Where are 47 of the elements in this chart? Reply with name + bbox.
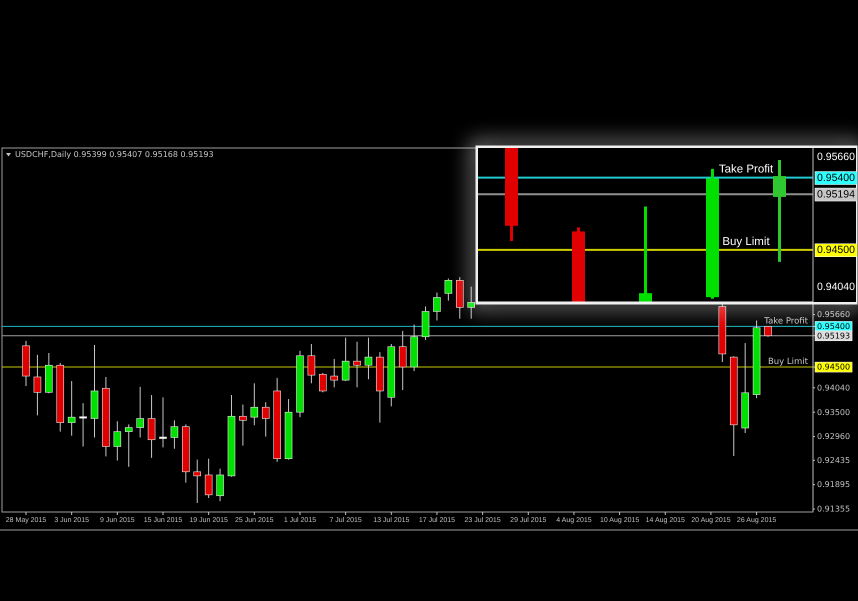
y-tick-label: 0.91355	[817, 504, 850, 514]
y-tick-label: 0.93500	[817, 408, 850, 417]
candlestick	[159, 396, 167, 448]
candlestick	[204, 458, 212, 498]
candlestick	[764, 326, 772, 338]
ref-line-label: Take Profit	[763, 316, 809, 326]
y-tick-label: 0.94500	[817, 244, 856, 256]
ref-line-label: Buy Limit	[768, 357, 809, 368]
candlestick	[433, 292, 441, 322]
candlestick	[114, 420, 122, 462]
candlestick	[364, 337, 372, 380]
y-tick-label: 0.95400	[817, 322, 850, 331]
candlestick	[136, 386, 144, 438]
candlestick	[773, 160, 786, 262]
candlestick	[239, 404, 247, 446]
y-tick-label: 0.94040	[817, 383, 850, 392]
y-tick-label: 0.95194	[817, 188, 856, 201]
candlestick	[170, 420, 178, 450]
y-tick-label: 0.92960	[817, 432, 850, 442]
candlestick	[308, 344, 316, 384]
candlestick	[68, 380, 76, 436]
candlestick	[262, 402, 270, 438]
ref-line-label: Take Profit	[718, 164, 774, 176]
y-tick-label: 0.94040	[817, 281, 856, 294]
candlestick	[148, 394, 156, 458]
y-tick-label: 0.95193	[817, 331, 850, 340]
candlestick	[444, 278, 452, 302]
chart-title: USDCHF,Daily 0.95399 0.95407 0.95168 0.95193	[15, 150, 214, 159]
candlestick	[79, 402, 87, 448]
candlestick	[250, 382, 258, 426]
y-tick-label: 0.95400	[817, 172, 856, 184]
candlestick	[353, 341, 361, 388]
y-tick-label: 0.92435	[817, 456, 850, 465]
candlestick	[342, 337, 350, 382]
y-tick-label: 0.95660	[817, 151, 856, 164]
candlestick	[124, 424, 133, 468]
candlestick	[319, 372, 327, 393]
y-tick-label: 0.94500	[817, 362, 850, 372]
candlestick	[193, 459, 202, 504]
candlestick	[330, 358, 338, 388]
candlestick	[639, 206, 652, 302]
candlestick	[398, 330, 407, 391]
y-tick-label: 0.95660	[817, 310, 850, 320]
ref-line-label: Buy Limit	[722, 236, 770, 248]
candlestick	[34, 354, 42, 416]
candlestick	[216, 468, 224, 502]
y-tick-label: 0.91895	[817, 480, 850, 490]
